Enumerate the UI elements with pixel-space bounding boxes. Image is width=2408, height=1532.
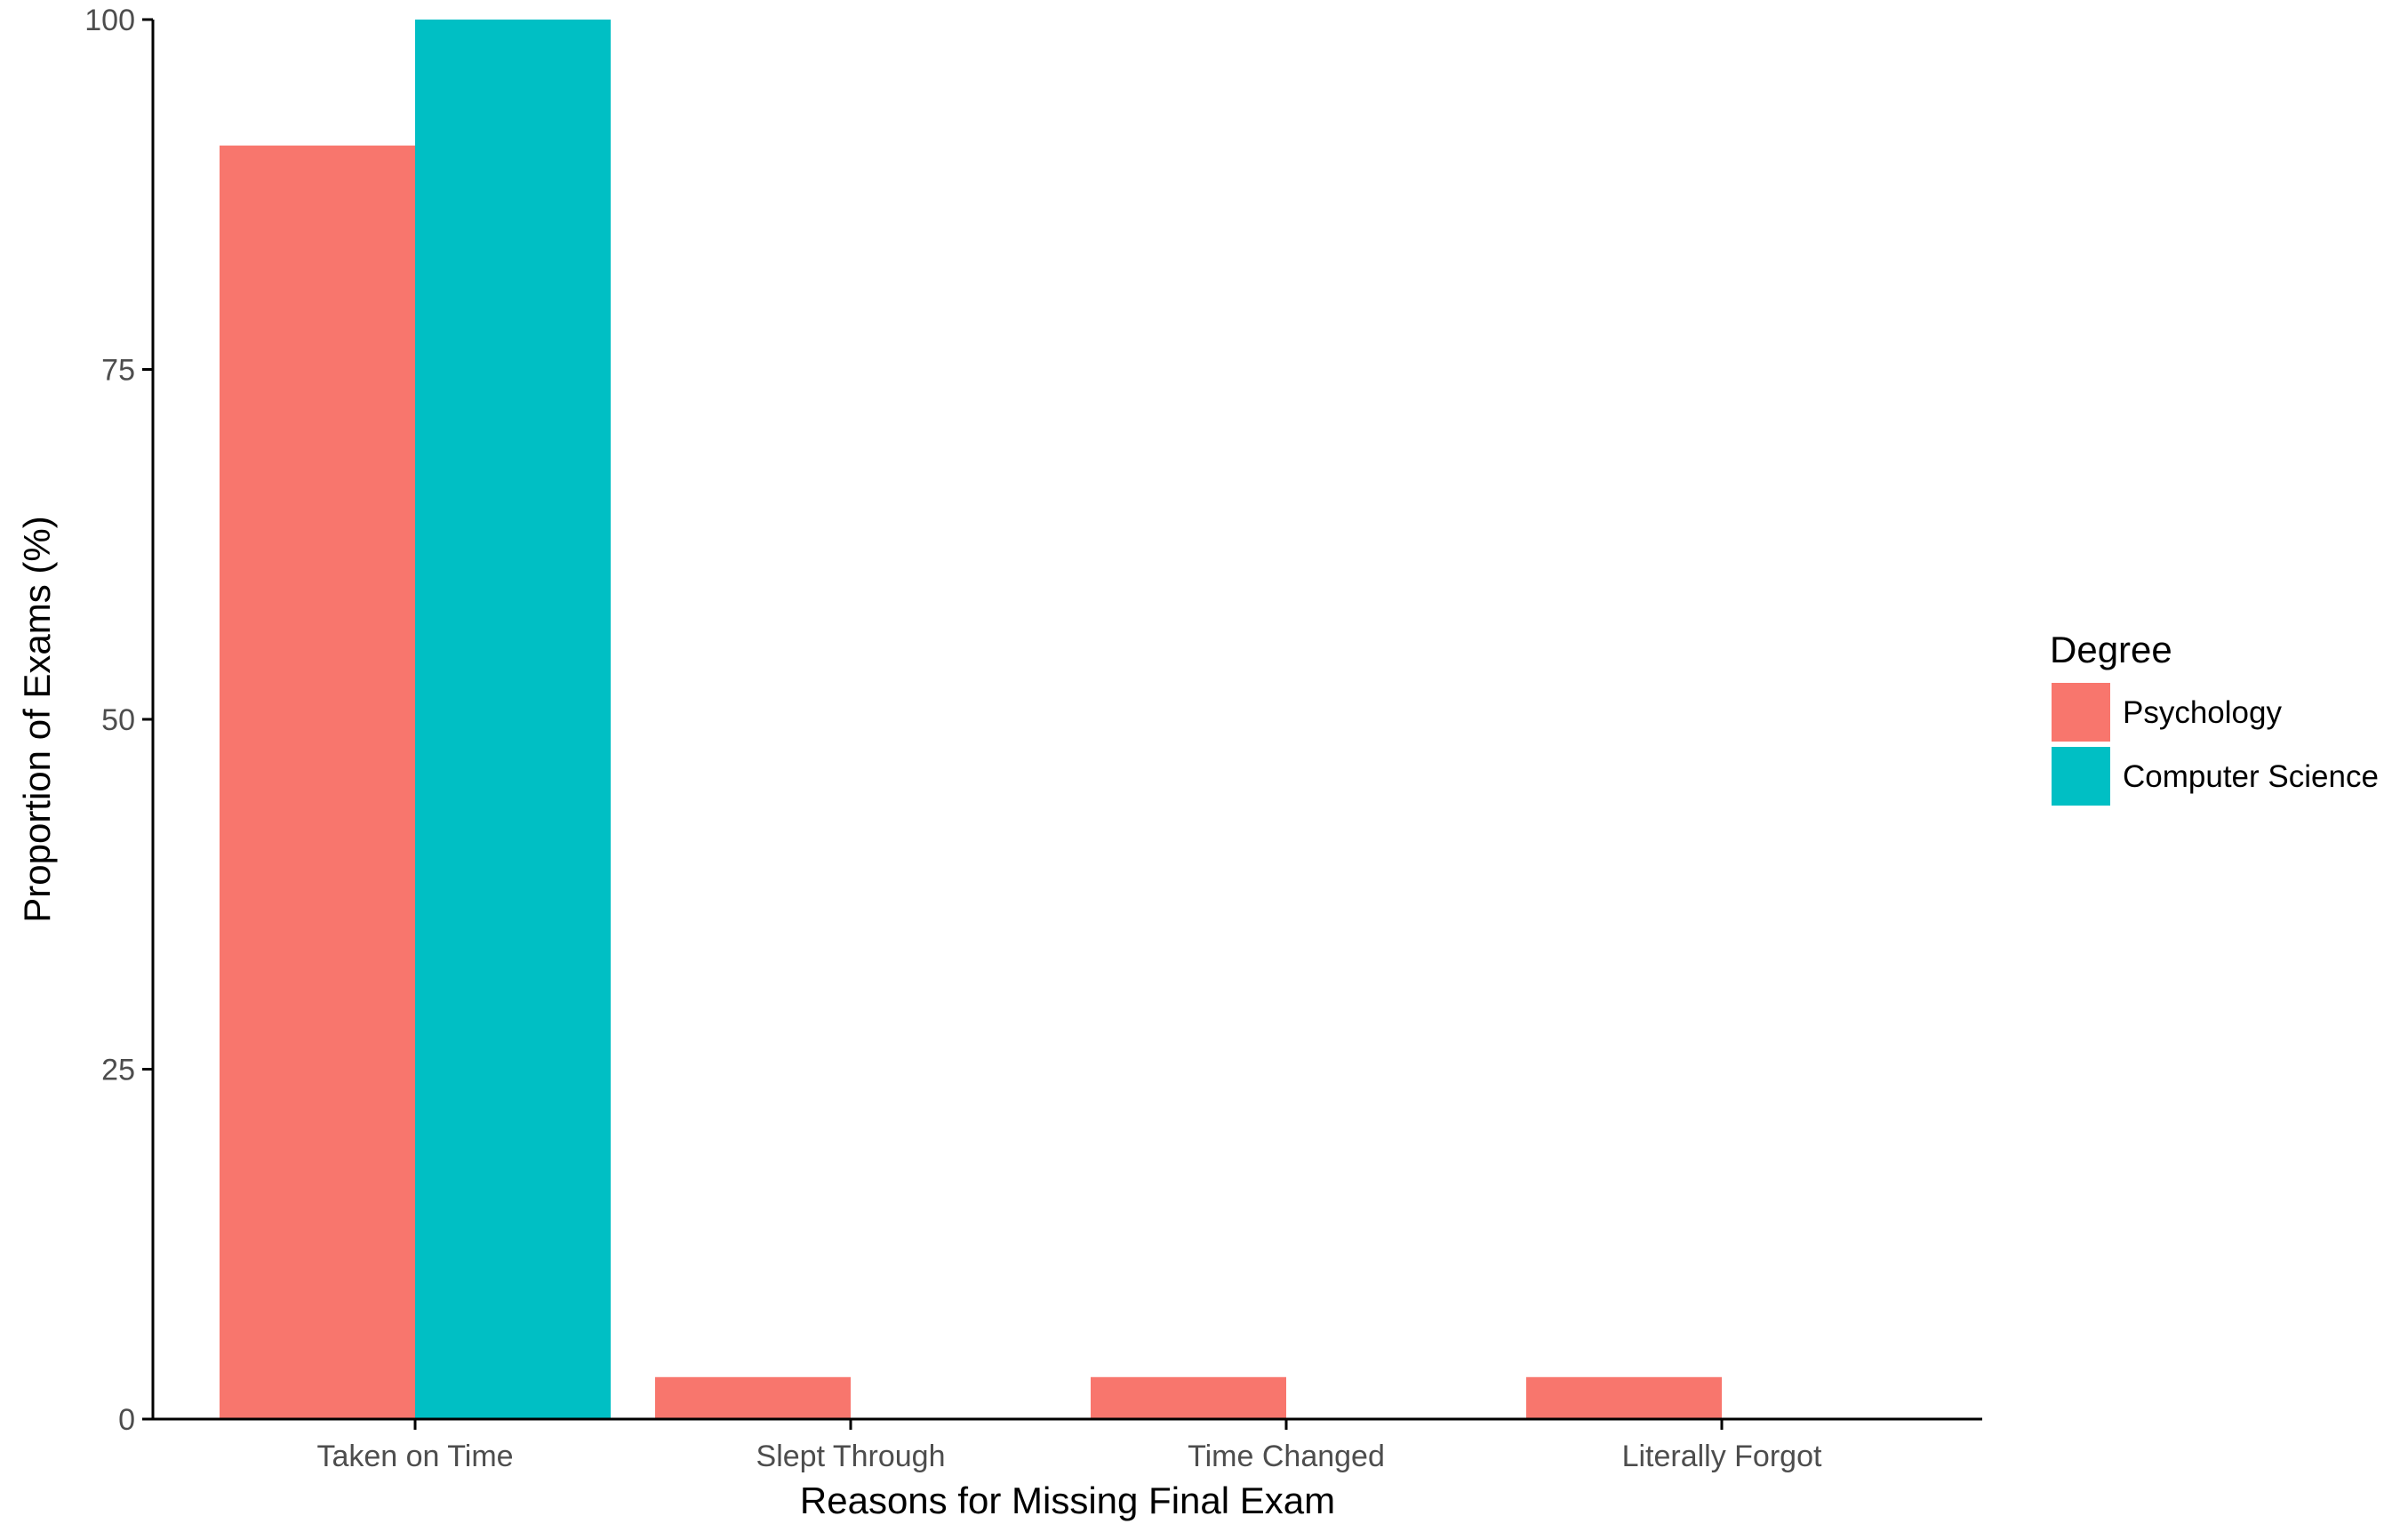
bar-psychology-slept-through (655, 1376, 851, 1419)
legend-title: Degree (2050, 629, 2172, 670)
x-tick-label: Time Changed (1188, 1440, 1385, 1473)
bar-psychology-literally-forgot (1526, 1376, 1722, 1419)
x-tick-label: Taken on Time (316, 1440, 513, 1473)
bar-computer-science-taken-on-time (415, 20, 611, 1419)
x-axis-title: Reasons for Missing Final Exam (800, 1480, 1335, 1521)
bars-layer (220, 20, 1722, 1419)
legend-label: Psychology (2123, 695, 2282, 730)
bar-psychology-taken-on-time (220, 145, 415, 1419)
bar-psychology-time-changed (1091, 1376, 1286, 1419)
legend-label: Computer Science (2123, 759, 2379, 794)
y-ticks-layer: 0 25 50 75 100 (84, 4, 153, 1437)
x-tick-label: Slept Through (756, 1440, 946, 1473)
legend-items: Psychology Computer Science (2052, 683, 2379, 806)
y-tick-label: 0 (118, 1403, 135, 1437)
y-tick-label: 25 (101, 1054, 135, 1087)
x-tick-label: Literally Forgot (1622, 1440, 1822, 1473)
y-tick-label: 50 (101, 703, 135, 737)
x-ticks-layer: Taken on Time Slept Through Time Changed Li… (316, 1419, 1822, 1473)
y-tick-label: 100 (84, 4, 135, 37)
legend-swatch (2052, 683, 2110, 742)
y-tick-label: 75 (101, 354, 135, 388)
y-axis-title: Proportion of Exams (%) (16, 516, 58, 923)
legend-swatch (2052, 747, 2110, 806)
legend: Degree Psychology Computer Science (2050, 629, 2379, 806)
